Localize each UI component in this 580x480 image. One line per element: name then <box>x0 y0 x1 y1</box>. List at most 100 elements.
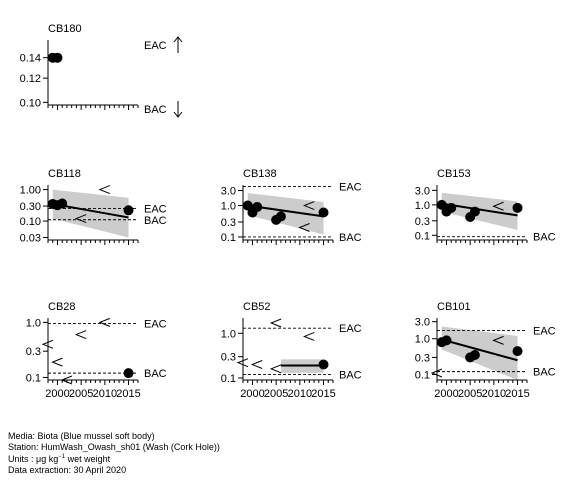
data-point <box>123 205 134 216</box>
footer-extraction: Data extraction: 30 April 2020 <box>8 464 127 475</box>
less-than-marker <box>74 214 87 224</box>
ref-label-eac: EAC <box>144 40 167 52</box>
ref-label-eac: EAC <box>339 182 362 194</box>
y-tick-label: 0.3 <box>415 352 430 364</box>
data-point <box>123 368 134 379</box>
y-tick-label: 3.0 <box>221 186 236 198</box>
less-than-marker <box>298 223 310 232</box>
ref-label-eac: EAC <box>144 319 167 331</box>
confidence-band <box>441 326 518 380</box>
y-tick-label: 3.0 <box>415 317 430 329</box>
ref-label-bac: BAC <box>144 104 167 116</box>
confidence-band <box>52 189 129 238</box>
units-prefix: Units : <box>8 454 37 464</box>
data-point <box>318 359 329 370</box>
ref-label-bac: BAC <box>533 367 556 379</box>
y-tick-label: 1.0 <box>415 334 430 346</box>
x-tick-label: 2015 <box>505 388 529 400</box>
units-exponent: −1 <box>58 454 66 460</box>
data-point <box>252 201 263 212</box>
footer-station: Station: HumWash_Owash_sh01 (Wash (Cork … <box>8 441 220 452</box>
y-tick-label: 0.1 <box>221 373 236 385</box>
x-tick-label: 2000 <box>434 388 458 400</box>
trend-line <box>441 338 518 362</box>
x-tick-label: 2010 <box>482 388 506 400</box>
footer-units: Units : μg kg−1 wet weight <box>8 452 220 465</box>
figure: CB1800.100.120.14EACBACCB1180.030.100.30… <box>20 23 556 400</box>
ref-label-eac: EAC <box>533 325 556 337</box>
y-tick-label: 1.0 <box>26 317 41 329</box>
less-than-marker <box>492 201 504 211</box>
data-point <box>469 206 480 217</box>
data-point <box>512 346 523 357</box>
chart-panel-cb180: CB180 0.10 0.12 0.14 EAC BAC <box>20 23 183 118</box>
y-tick-label: 1.0 <box>221 201 236 213</box>
chart-panel-cb138: CB138 0.1 0.3 1.0 3.0 EAC BAC <box>221 168 362 245</box>
footer: Media: Biota (Blue mussel soft body) Sta… <box>8 431 220 475</box>
ref-label-bac: BAC <box>339 369 362 381</box>
panel-title: CB180 <box>48 23 82 35</box>
data-point <box>52 52 63 63</box>
units-suffix: wet weight <box>65 454 111 464</box>
ref-label-bac: BAC <box>144 368 167 380</box>
y-tick-label: 0.3 <box>221 352 236 364</box>
y-tick-label: 0.1 <box>221 232 236 244</box>
y-tick-label: 0.10 <box>20 216 41 228</box>
less-than-marker <box>98 317 111 327</box>
x-tick-label: 2010 <box>288 388 312 400</box>
x-tick-label: 2005 <box>264 388 288 400</box>
less-than-marker <box>269 318 282 328</box>
x-tick-label: 2005 <box>69 388 93 400</box>
y-tick-label: 3.0 <box>415 185 430 197</box>
data-point <box>446 202 457 213</box>
less-than-marker <box>74 330 87 340</box>
y-tick-label: 0.1 <box>415 369 430 381</box>
less-than-marker <box>60 375 73 385</box>
chart-panel-cb101: CB101 0.1 0.3 1.0 3.0 2000 2005 2010 2015 EAC BAC <box>415 301 556 400</box>
y-tick-label: 0.10 <box>20 97 41 109</box>
data-point <box>275 211 286 222</box>
chart-panel-cb153: CB153 0.1 0.3 1.0 3.0 BAC <box>415 168 556 245</box>
data-point <box>318 207 329 218</box>
y-tick-label: 0.14 <box>20 53 41 65</box>
y-tick-label: 0.3 <box>415 216 430 228</box>
chart-panel-cb28: CB28 0.1 0.3 1.0 2000 2005 2010 2015 EAC BAC <box>26 301 167 400</box>
less-than-marker <box>302 201 315 210</box>
data-point <box>469 350 480 361</box>
units-mu: μg kg <box>36 454 59 464</box>
footer-media: Media: Biota (Blue mussel soft body) <box>8 431 155 441</box>
less-than-marker <box>302 331 315 341</box>
ref-label-bac: BAC <box>144 215 167 227</box>
panel-title: CB101 <box>437 301 471 313</box>
ref-label-eac: EAC <box>339 323 362 335</box>
ref-label-bac: BAC <box>339 232 362 244</box>
data-point <box>512 202 523 213</box>
data-point <box>441 335 452 346</box>
less-than-marker <box>492 335 504 345</box>
panel-title: CB118 <box>48 168 81 180</box>
y-tick-label: 0.3 <box>26 346 41 358</box>
x-tick-label: 2000 <box>240 388 264 400</box>
less-than-marker <box>269 364 282 374</box>
ref-label-eac: EAC <box>144 204 167 216</box>
arrow-down-icon <box>173 101 183 118</box>
y-tick-label: 1.0 <box>221 328 236 340</box>
x-tick-label: 2005 <box>458 388 482 400</box>
panel-title: CB52 <box>243 301 271 313</box>
y-tick-label: 0.1 <box>26 372 41 384</box>
y-tick-label: 0.3 <box>221 217 236 229</box>
data-point <box>57 198 68 209</box>
panel-title: CB28 <box>48 301 76 313</box>
less-than-marker <box>98 185 111 195</box>
less-than-marker <box>51 357 63 367</box>
y-tick-label: 0.1 <box>415 230 430 242</box>
x-tick-label: 2000 <box>45 388 69 400</box>
data-point <box>242 200 253 211</box>
confidence-band <box>247 193 324 235</box>
less-than-marker <box>250 360 263 369</box>
less-than-marker <box>236 358 249 368</box>
less-than-marker <box>41 339 54 349</box>
y-tick-label: 0.03 <box>20 233 41 245</box>
panel-title: CB138 <box>243 168 277 180</box>
x-tick-label: 2015 <box>116 388 140 400</box>
